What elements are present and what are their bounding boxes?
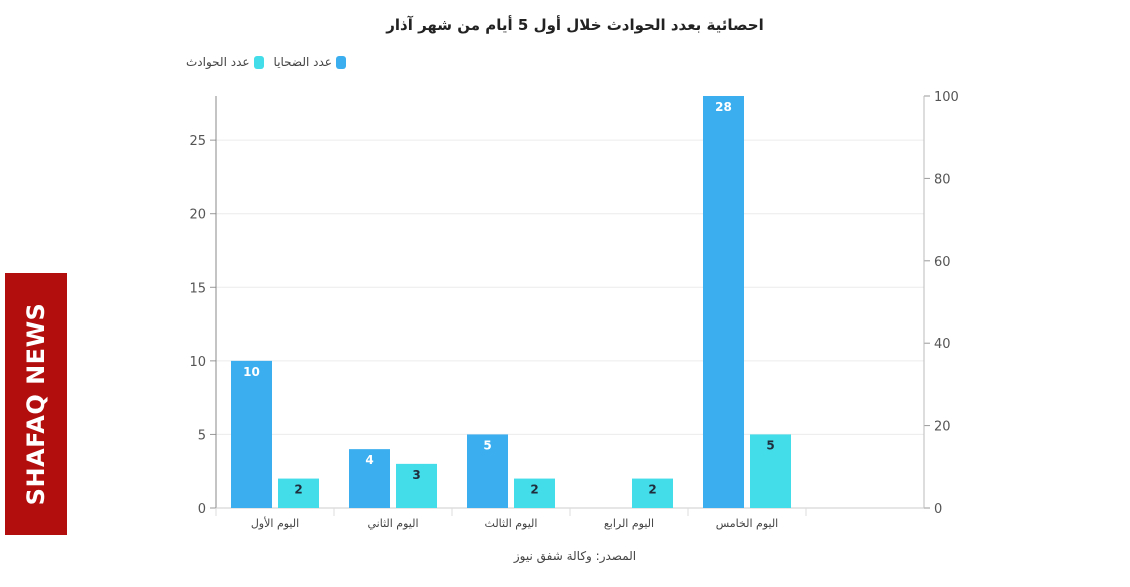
bar-value-label: 28 — [715, 100, 732, 114]
legend-swatch-accidents — [253, 55, 264, 69]
bar — [231, 360, 272, 508]
legend: عدد الضحايا عدد الحوادث — [186, 55, 346, 69]
legend-swatch-victims — [335, 55, 346, 69]
logo-text: SHAFAQ NEWS — [22, 302, 50, 506]
y-tick-label: 25 — [189, 134, 206, 149]
shafaq-news-logo: SHAFAQ NEWS — [5, 273, 67, 535]
y2-tick-label: 40 — [934, 337, 951, 352]
bar — [703, 96, 744, 508]
bar — [467, 434, 508, 508]
bar-value-label: 2 — [530, 483, 538, 497]
x-category-label: اليوم الثاني — [367, 517, 418, 530]
bar-value-label: 2 — [648, 483, 656, 497]
x-category-label: اليوم الأول — [251, 516, 299, 530]
x-category-label: اليوم الثالث — [485, 517, 538, 530]
x-category-label: اليوم الخامس — [716, 517, 779, 530]
legend-label-victims: عدد الضحايا — [273, 55, 332, 69]
bar-value-label: 5 — [483, 438, 491, 452]
legend-item-victims[interactable]: عدد الضحايا — [274, 55, 346, 69]
y2-tick-label: 100 — [934, 90, 959, 105]
y2-tick-label: 80 — [934, 172, 951, 187]
x-category-label: اليوم الرابع — [604, 517, 654, 530]
y-tick-label: 5 — [198, 428, 206, 443]
bar — [514, 478, 555, 508]
bar — [632, 478, 673, 508]
bar-value-label: 2 — [294, 483, 302, 497]
y-tick-label: 15 — [189, 281, 206, 296]
y-tick-label: 10 — [189, 355, 206, 370]
y2-tick-label: 0 — [934, 502, 942, 517]
bar — [396, 463, 437, 508]
y2-tick-label: 60 — [934, 255, 951, 270]
bar — [750, 434, 791, 508]
bar-value-label: 4 — [365, 453, 373, 467]
source-note: المصدر: وكالة شفق نيوز — [513, 549, 637, 563]
y-tick-label: 0 — [198, 502, 206, 517]
bar-value-label: 5 — [766, 438, 774, 452]
legend-label-accidents: عدد الحوادث — [186, 55, 250, 69]
chart-title: احصائية بعدد الحوادث خلال أول 5 أيام من … — [386, 16, 764, 34]
legend-item-accidents[interactable]: عدد الحوادث — [186, 55, 264, 69]
y2-tick-label: 20 — [934, 420, 951, 435]
bar-value-label: 3 — [412, 468, 420, 482]
bar — [278, 478, 319, 508]
bar-value-label: 10 — [243, 365, 260, 379]
bar — [349, 449, 390, 508]
y-tick-label: 20 — [189, 208, 206, 223]
